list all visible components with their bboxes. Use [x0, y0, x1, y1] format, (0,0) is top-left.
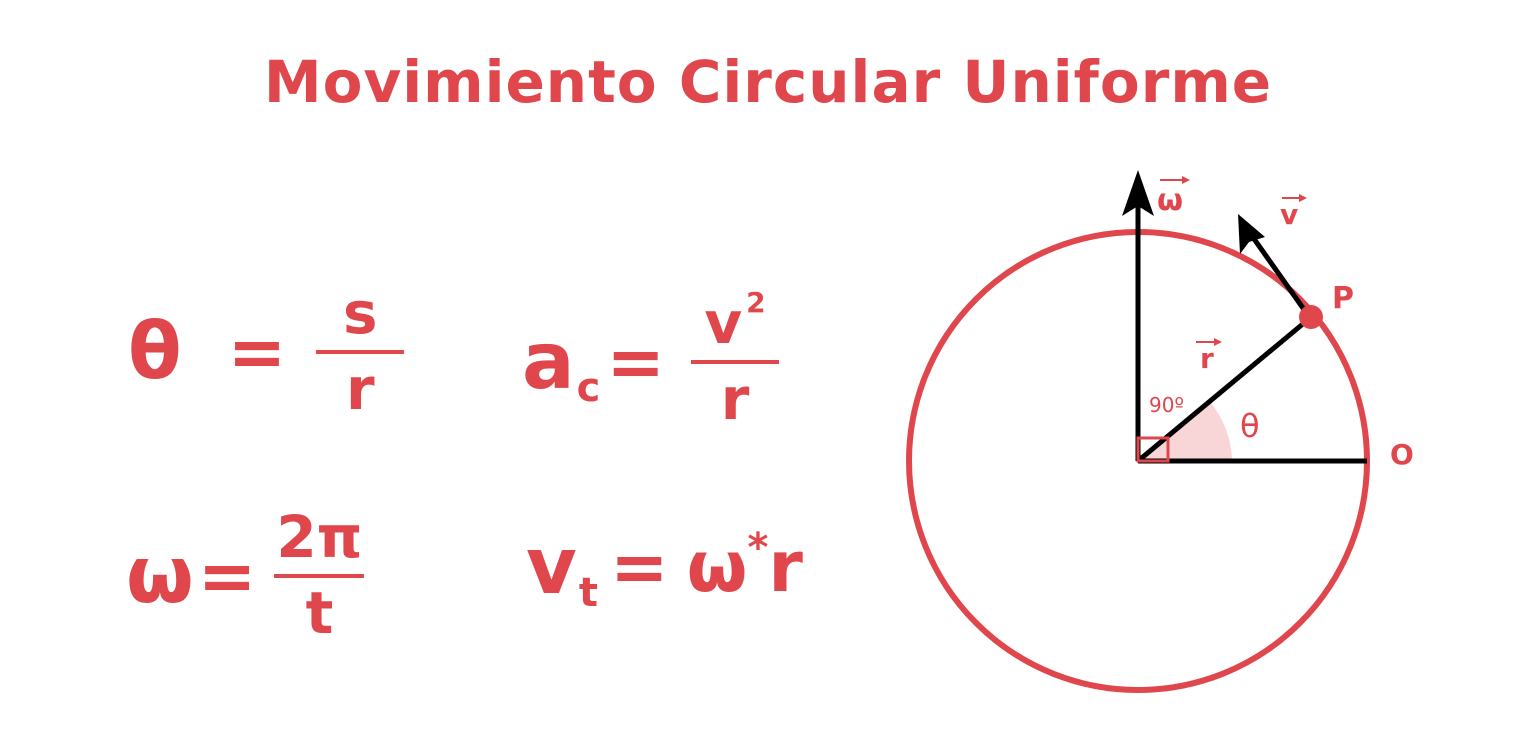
- p-label: P: [1332, 281, 1354, 316]
- fraction-bar: [691, 359, 780, 364]
- denominator: r: [345, 354, 375, 423]
- omega-label-arrowhead: [1182, 176, 1190, 184]
- theta-symbol: θ: [128, 306, 182, 397]
- equals-sign: =: [609, 526, 669, 608]
- velocity-vector: [1249, 234, 1313, 320]
- formula-angular-velocity: ω = 2π t: [126, 503, 365, 647]
- velocity-symbol: v: [526, 522, 577, 612]
- equals-sign: =: [197, 534, 257, 617]
- formula-tangential: v t = ω*r: [526, 522, 803, 616]
- product-omega: ω: [686, 526, 748, 608]
- right-angle-label: 90º: [1149, 393, 1184, 417]
- numerator: s: [342, 279, 378, 347]
- fraction: 2π t: [274, 503, 365, 647]
- fraction: s r: [316, 279, 405, 423]
- omega-symbol: ω: [126, 530, 194, 621]
- equals-sign: =: [227, 310, 287, 393]
- formula-angle: θ = s r: [128, 279, 405, 423]
- numerator-base: v: [704, 289, 743, 357]
- theta-wedge: [1138, 402, 1232, 461]
- omega-arrowhead: [1122, 170, 1154, 216]
- r-label: r: [1200, 342, 1214, 375]
- denominator: r: [720, 364, 750, 433]
- theta-label: θ: [1240, 407, 1260, 445]
- accel-subscript: c: [576, 364, 601, 411]
- omega-label: ω: [1157, 183, 1183, 218]
- fraction-bar: [274, 573, 365, 578]
- v-label-arrowhead: [1299, 194, 1307, 202]
- denominator: t: [305, 578, 334, 647]
- numerator-exponent: 2: [746, 286, 766, 319]
- right-angle-marker: [1136, 436, 1170, 463]
- fraction-bar: [316, 349, 405, 354]
- v-label: v: [1280, 198, 1298, 231]
- product-asterisk: *: [747, 525, 769, 571]
- r-label-arrowhead: [1214, 338, 1222, 346]
- velocity-subscript: t: [578, 570, 598, 616]
- product-radius: r: [768, 526, 803, 608]
- point-p: [1299, 305, 1323, 329]
- velocity-arrowhead: [1238, 214, 1265, 254]
- page-title: Movimiento Circular Uniforme: [263, 48, 1273, 116]
- o-label: O: [1390, 438, 1414, 471]
- accel-symbol: a: [522, 316, 575, 407]
- equals-sign: =: [606, 320, 666, 403]
- numerator: 2π: [276, 503, 363, 571]
- product-expression: ω*r: [687, 528, 803, 602]
